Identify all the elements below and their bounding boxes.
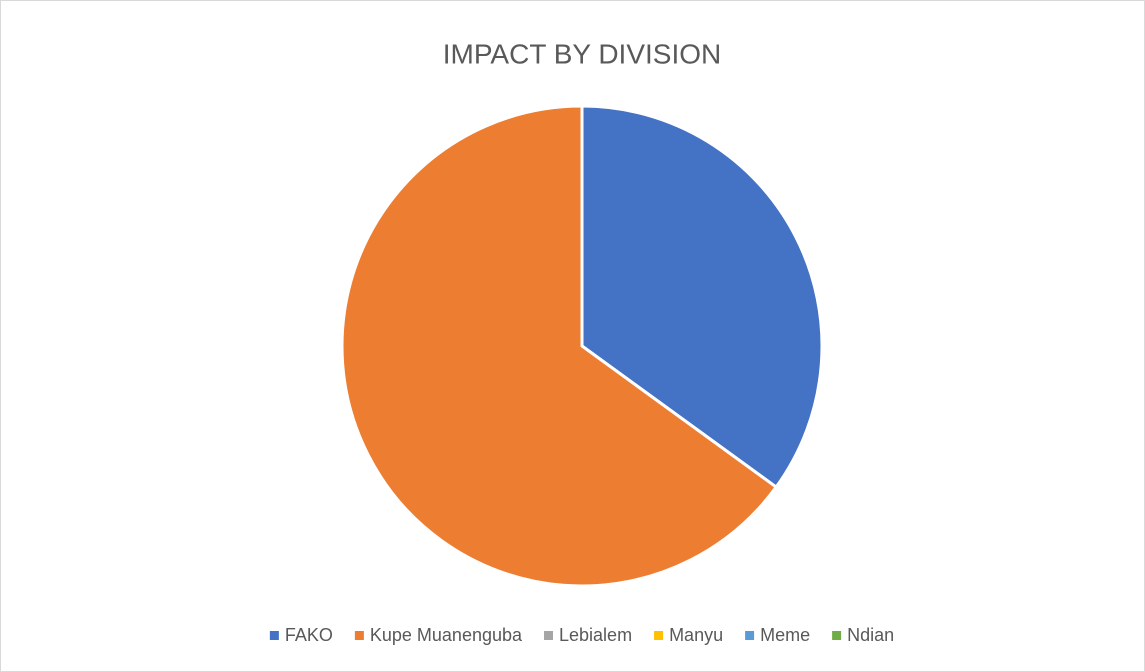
pie-slice [340, 104, 779, 588]
legend-swatch [269, 631, 279, 640]
legend-swatch [832, 631, 842, 640]
legend-swatch [354, 631, 364, 640]
legend-label: Ndian [847, 625, 894, 645]
legend-label: FAKO [285, 625, 333, 645]
legend: FAKO Kupe Muanenguba Lebialem Manyu Meme Ndia… [269, 625, 894, 645]
legend-swatch [654, 631, 664, 640]
pie-slice [580, 104, 824, 490]
legend-label: Lebialem [559, 625, 632, 645]
legend-swatch [745, 631, 755, 640]
legend-label: Meme [760, 625, 810, 645]
chart-title: IMPACT BY DIVISION [443, 38, 722, 69]
legend-label: Kupe Muanenguba [370, 625, 523, 645]
legend-swatch [544, 631, 554, 640]
legend-label: Manyu [669, 625, 723, 645]
